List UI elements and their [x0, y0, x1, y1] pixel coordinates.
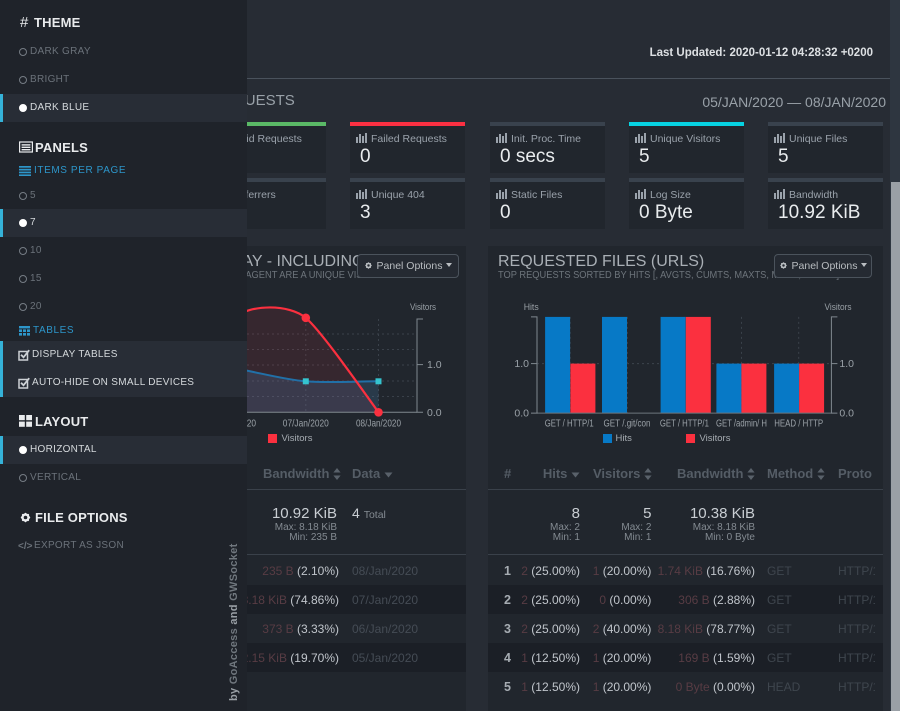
svg-text:GET /admin/ H: GET /admin/ H	[716, 418, 767, 430]
svg-text:07/Jan/2020: 07/Jan/2020	[283, 418, 329, 430]
svg-text:GET / HTTP/1: GET / HTTP/1	[545, 418, 594, 430]
svg-text:Visitors: Visitors	[825, 302, 852, 312]
svg-text:1.0: 1.0	[514, 358, 529, 370]
svg-text:08/Jan/2020: 08/Jan/2020	[356, 418, 401, 430]
svg-text:0.0: 0.0	[514, 408, 529, 420]
svg-text:Visitors: Visitors	[410, 302, 436, 312]
svg-text:GET /.git/con: GET /.git/con	[604, 418, 651, 430]
svg-text:0.0: 0.0	[427, 407, 442, 419]
svg-text:GET / HTTP/1: GET / HTTP/1	[660, 418, 709, 430]
svg-text:Hits: Hits	[524, 302, 539, 312]
svg-text:1.0: 1.0	[427, 359, 442, 371]
svg-text:1.0: 1.0	[839, 358, 854, 370]
svg-text:HEAD / HTTP: HEAD / HTTP	[774, 418, 823, 430]
svg-text:0.0: 0.0	[839, 408, 854, 420]
